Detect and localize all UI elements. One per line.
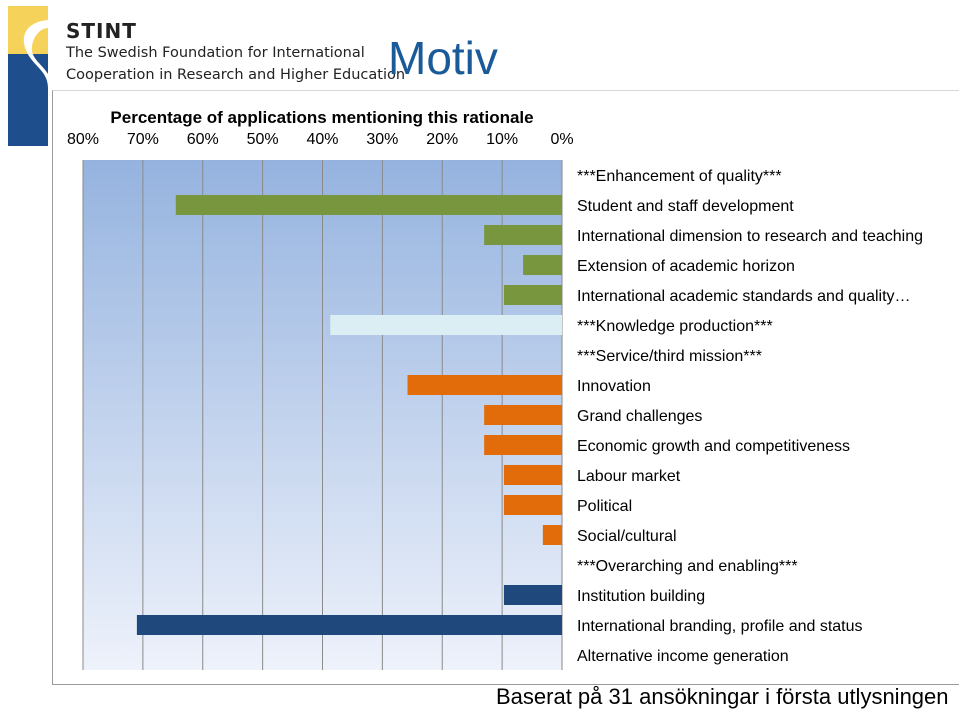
bar (503, 285, 562, 305)
bar (136, 615, 562, 635)
bar (484, 405, 562, 425)
category-label: ***Overarching and enabling*** (577, 558, 798, 575)
bar (523, 255, 562, 275)
category-label: International academic standards and qua… (577, 288, 911, 305)
category-label: ***Enhancement of quality*** (577, 168, 782, 185)
category-label: Political (577, 498, 632, 515)
bar (175, 195, 562, 215)
x-tick-label: 0% (550, 131, 573, 148)
org-full-name-line2: Cooperation in Research and Higher Educa… (66, 67, 406, 83)
x-axis-tick-labels: 80% 70% 60% 50% 40% 30% 20% 10% 0% (67, 131, 574, 148)
category-label: Alternative income generation (577, 648, 789, 665)
bars (136, 195, 562, 635)
bar (484, 435, 562, 455)
org-full-name-line1: The Swedish Foundation for International (66, 45, 365, 61)
x-tick-label: 60% (187, 131, 219, 148)
x-tick-label: 30% (366, 131, 398, 148)
category-label: Institution building (577, 588, 705, 605)
x-tick-label: 80% (67, 131, 99, 148)
stint-logo-mark (8, 6, 48, 146)
category-labels: ***Enhancement of quality*** Student and … (577, 168, 923, 665)
x-tick-label: 10% (486, 131, 518, 148)
bar (503, 585, 562, 605)
bar (330, 315, 562, 335)
x-tick-label: 50% (247, 131, 279, 148)
bar (484, 225, 562, 245)
category-label: Grand challenges (577, 408, 702, 425)
category-label: International dimension to research and … (577, 228, 923, 245)
category-label: Extension of academic horizon (577, 258, 795, 275)
footnote: Baserat på 31 ansökningar i första utlys… (496, 684, 949, 709)
x-tick-label: 40% (306, 131, 338, 148)
category-label: Social/cultural (577, 528, 677, 545)
chart-frame (52, 90, 959, 685)
chart-title: Percentage of applications mentioning th… (110, 108, 533, 127)
bar (407, 375, 562, 395)
category-label: Student and staff development (577, 198, 794, 215)
org-short-name: STINT (66, 19, 137, 43)
category-label: ***Service/third mission*** (577, 348, 762, 365)
bar (503, 465, 562, 485)
logo-white-swirl (23, 20, 48, 88)
category-label: Labour market (577, 468, 681, 485)
category-label: Economic growth and competitiveness (577, 438, 850, 455)
bar (542, 525, 562, 545)
slide-title: Motiv (388, 32, 498, 84)
category-label: International branding, profile and stat… (577, 618, 863, 635)
bar (503, 495, 562, 515)
category-label: Innovation (577, 378, 651, 395)
organization-name: STINT The Swedish Foundation for Interna… (66, 20, 405, 86)
x-tick-label: 70% (127, 131, 159, 148)
category-label: ***Knowledge production*** (577, 318, 773, 335)
x-tick-label: 20% (426, 131, 458, 148)
